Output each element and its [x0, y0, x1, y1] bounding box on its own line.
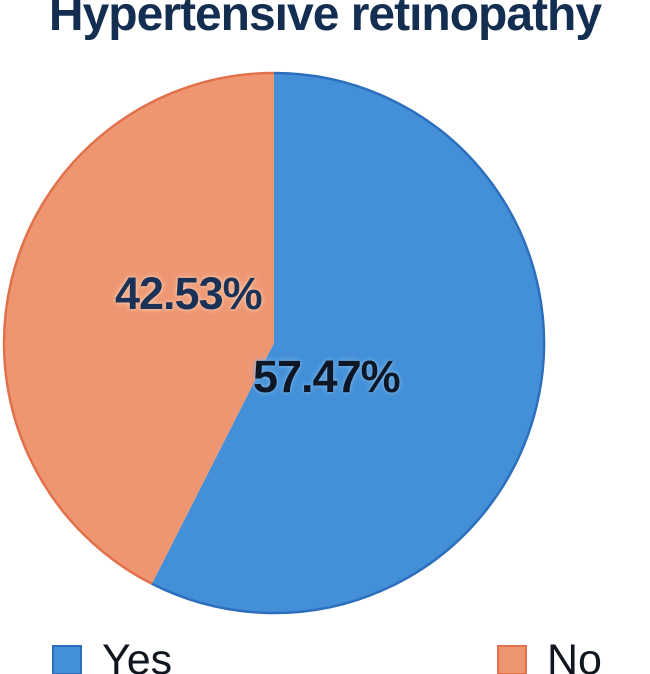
- slice-label-yes: 57.47%: [253, 351, 401, 402]
- pie-slice-yes: [151, 73, 545, 613]
- legend-item-no: No: [497, 636, 602, 674]
- chart-title: Hypertensive retinopathy: [48, 0, 602, 41]
- legend: Yes No: [0, 636, 650, 674]
- pie-rim-yes: [151, 71, 546, 615]
- pie-slice-no: [4, 73, 274, 584]
- pie-rim-no: [2, 71, 275, 585]
- legend-swatch-no: [497, 645, 527, 674]
- legend-label-yes: Yes: [102, 636, 173, 674]
- legend-swatch-yes: [52, 645, 82, 674]
- legend-label-no: No: [547, 636, 602, 674]
- legend-item-yes: Yes: [52, 636, 173, 674]
- slice-label-no: 42.53%: [115, 268, 263, 319]
